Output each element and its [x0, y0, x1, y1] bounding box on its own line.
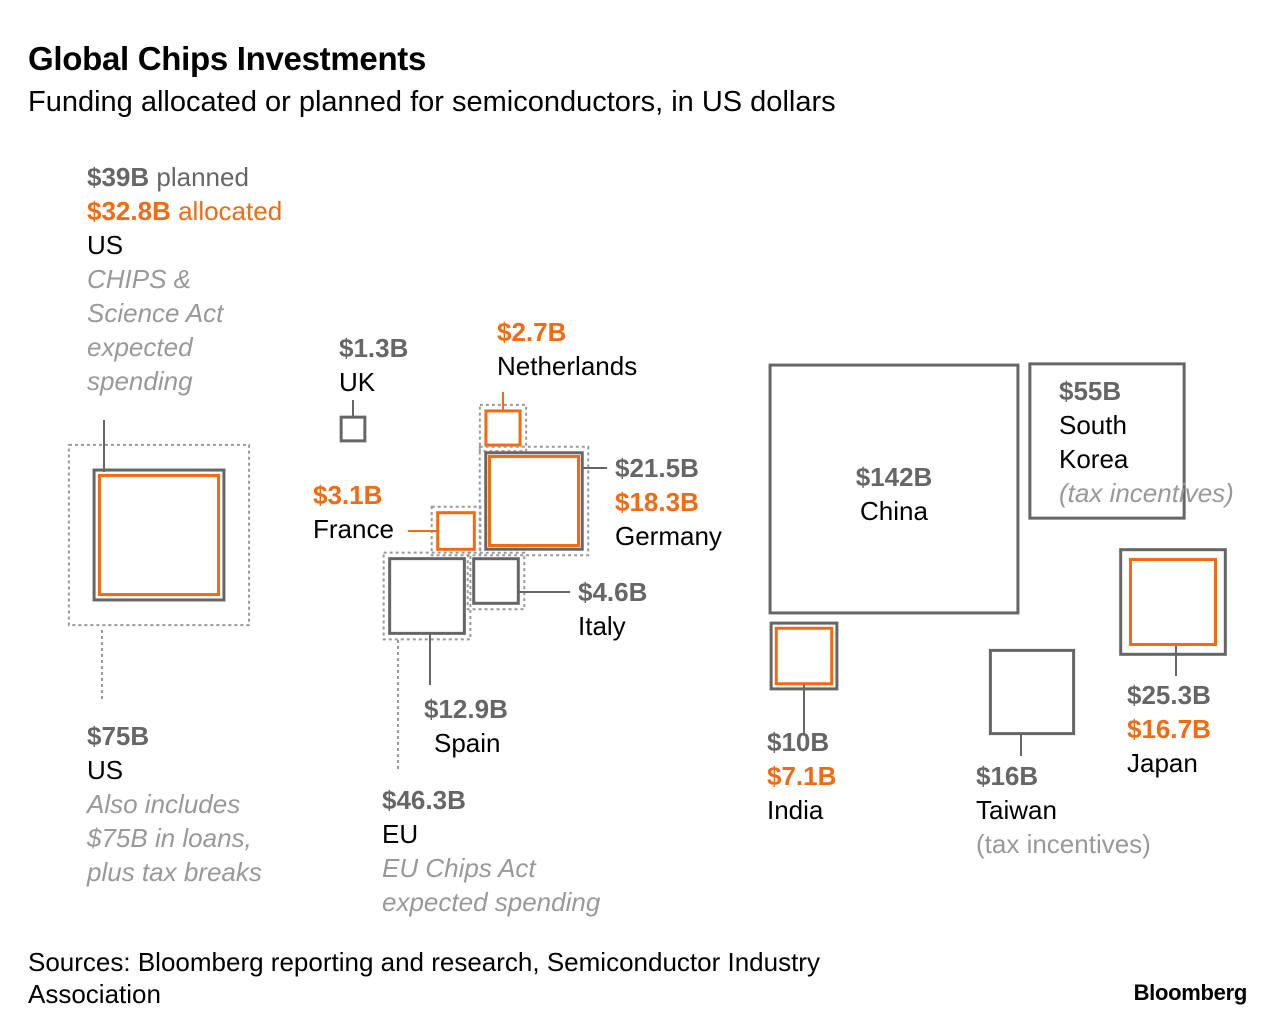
south-korea-note: (tax incentives)	[1059, 478, 1234, 508]
chart-title: Global Chips Investments	[28, 40, 427, 77]
china-country: China	[860, 496, 928, 526]
us-total-note-3: plus tax breaks	[87, 857, 262, 887]
france-country: France	[313, 514, 394, 544]
germany-allocated-square	[488, 455, 580, 547]
eu-note-1: EU Chips Act	[382, 853, 536, 883]
netherlands-country: Netherlands	[497, 351, 638, 381]
italy-country: Italy	[578, 611, 626, 641]
germany-allocated-value: $18.3B	[615, 487, 699, 517]
us-planned-square	[92, 468, 226, 602]
us-note-2: Science Act	[87, 298, 224, 328]
uk-planned-square	[339, 415, 367, 443]
italy-planned-square	[472, 557, 520, 605]
south-korea-value: $55B	[1059, 376, 1122, 406]
italy-value: $4.6B	[578, 577, 648, 607]
label-south-korea: $55B South Korea (tax incentives)	[1059, 374, 1234, 510]
spain-planned-square	[388, 557, 466, 635]
taiwan-planned-square	[988, 648, 1076, 736]
china-value: $142B	[855, 462, 933, 492]
us-allocated-word: allocated	[178, 196, 283, 226]
eu-value: $46.3B	[382, 785, 466, 815]
label-netherlands: $2.7B Netherlands	[497, 315, 637, 383]
south-korea-country-1: South	[1059, 410, 1127, 440]
source-note: Sources: Bloomberg reporting and researc…	[28, 947, 820, 1009]
label-taiwan: $16B Taiwan (tax incentives)	[976, 759, 1151, 861]
label-us-total: $75B US Also includes $75B in loans, plu…	[87, 719, 262, 889]
spain-country: Spain	[434, 728, 501, 758]
netherlands-dashed-frame	[478, 403, 528, 453]
us-total-note-1: Also includes	[87, 789, 241, 819]
label-italy: $4.6B Italy	[578, 575, 647, 643]
germany-planned-square	[484, 451, 584, 551]
chart-subtitle: Funding allocated or planned for semicon…	[28, 86, 836, 118]
label-germany: $21.5B $18.3B Germany	[615, 451, 722, 553]
india-country: India	[767, 795, 824, 825]
taiwan-note: (tax incentives)	[976, 829, 1151, 859]
italy-dashed-frame	[466, 551, 526, 611]
us-allocated-value: $32.8B	[87, 196, 171, 226]
us-total-note-2: $75B in loans,	[87, 823, 252, 853]
eu-note-2: expected spending	[382, 887, 601, 917]
label-india: $10B $7.1B India	[767, 725, 836, 827]
taiwan-country: Taiwan	[976, 795, 1057, 825]
us-total-value: $75B	[87, 721, 150, 751]
label-china: $142B China	[770, 460, 1018, 528]
label-japan: $25.3B $16.7B Japan	[1127, 678, 1211, 780]
japan-country: Japan	[1127, 748, 1198, 778]
japan-planned-value: $25.3B	[1127, 680, 1211, 710]
france-value: $3.1B	[313, 480, 383, 510]
us-planned-word: planned	[156, 162, 249, 192]
us-total-country: US	[87, 755, 124, 785]
france-allocated-square	[436, 511, 476, 551]
us-allocated-square	[97, 473, 221, 597]
taiwan-value: $16B	[976, 761, 1039, 791]
south-korea-planned-square	[1028, 362, 1186, 520]
us-planned-value: $39B	[87, 162, 150, 192]
germany-dashed-frame	[478, 445, 590, 557]
south-korea-country-2: Korea	[1059, 444, 1129, 474]
japan-allocated-value: $16.7B	[1127, 714, 1211, 744]
spain-dashed-frame	[382, 551, 472, 641]
label-spain: $12.9B Spain	[424, 692, 508, 760]
us-note-3: expected	[87, 332, 193, 362]
india-planned-value: $10B	[767, 727, 830, 757]
india-allocated-value: $7.1B	[767, 761, 837, 791]
india-allocated-square	[774, 626, 834, 686]
label-eu: $46.3B EU EU Chips Act expected spending	[382, 783, 600, 919]
us-note-1: CHIPS &	[87, 264, 192, 294]
us-country: US	[87, 230, 124, 260]
netherlands-value: $2.7B	[497, 317, 567, 347]
germany-country: Germany	[615, 521, 722, 551]
us-note-4: spending	[87, 366, 193, 396]
us-total-dashed-square	[67, 443, 251, 627]
spain-value: $12.9B	[424, 694, 508, 724]
uk-country: UK	[339, 367, 376, 397]
label-uk: $1.3B UK	[339, 331, 408, 399]
china-planned-square	[768, 363, 1020, 615]
india-planned-square	[769, 621, 839, 691]
germany-planned-value: $21.5B	[615, 453, 699, 483]
label-us: $39B planned $32.8B allocated US CHIPS &…	[87, 160, 282, 398]
bloomberg-logo: Bloomberg	[1133, 980, 1248, 1005]
japan-allocated-square	[1128, 557, 1218, 647]
japan-planned-square	[1119, 548, 1227, 656]
netherlands-allocated-square	[484, 409, 522, 447]
uk-value: $1.3B	[339, 333, 409, 363]
label-france: $3.1B France	[313, 478, 394, 546]
eu-country: EU	[382, 819, 419, 849]
